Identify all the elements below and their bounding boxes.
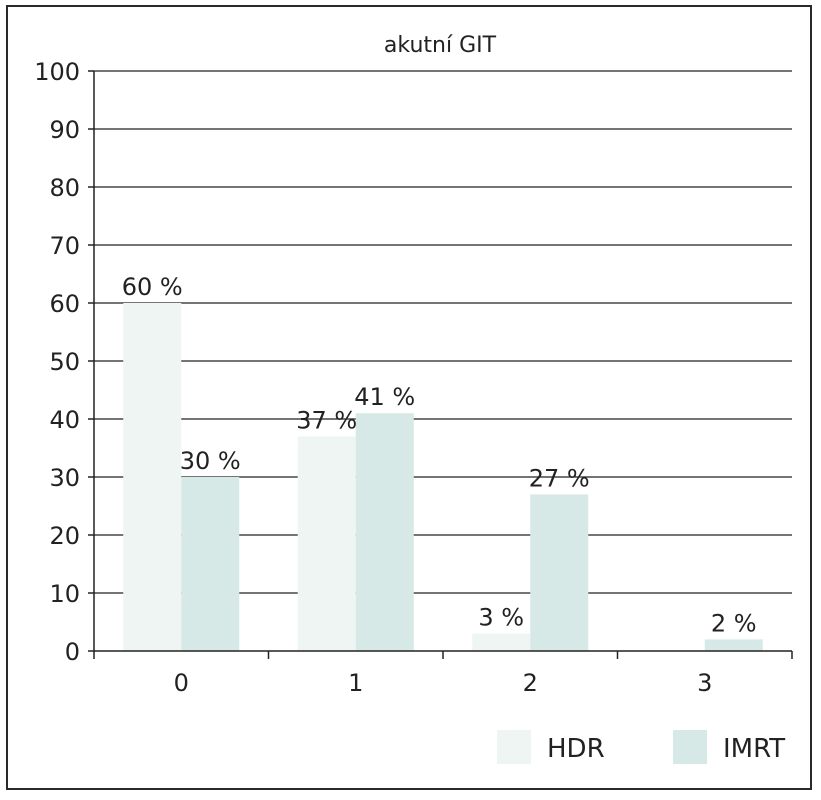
y-tick-label: 30: [49, 464, 80, 492]
y-tick-label: 60: [49, 290, 80, 318]
bar-imrt-0: [181, 477, 240, 651]
legend-label-imrt: IMRT: [723, 734, 785, 764]
y-tick-label: 80: [49, 174, 80, 202]
chart-title: akutní GIT: [384, 33, 497, 58]
bar-hdr-0: [123, 303, 182, 651]
x-tick-label: 3: [697, 669, 712, 697]
data-label: 3 %: [478, 604, 524, 632]
y-tick-label: 20: [49, 522, 80, 550]
y-tick-label: 0: [65, 638, 80, 666]
data-label: 2 %: [711, 609, 757, 637]
legend-swatch-hdr: [497, 730, 531, 764]
y-tick-label: 50: [49, 348, 80, 376]
data-label: 60 %: [122, 273, 183, 301]
x-tick-label: 1: [348, 669, 363, 697]
data-label: 37 %: [296, 406, 357, 434]
legend-swatch-imrt: [673, 730, 707, 764]
bar-imrt-2: [530, 494, 589, 651]
axes: 0 10 20 30 40 50 60 70 80 90 100 0 1 2 3: [34, 58, 793, 697]
x-tick-label: 2: [523, 669, 538, 697]
y-tick-label: 10: [49, 580, 80, 608]
data-label: 41 %: [354, 383, 415, 411]
y-tick-label: 90: [49, 116, 80, 144]
bars: [123, 303, 763, 651]
data-labels: 60 % 30 % 37 %41 % 3 % 27 % 2 %: [122, 273, 757, 637]
y-tick-label: 100: [34, 58, 80, 86]
y-tick-label: 70: [49, 232, 80, 260]
data-label: 30 %: [180, 447, 241, 475]
bar-hdr-2: [472, 633, 531, 651]
bar-hdr-1: [297, 436, 356, 651]
data-label: 27 %: [529, 464, 590, 492]
y-tick-label: 40: [49, 406, 80, 434]
legend-label-hdr: HDR: [547, 734, 605, 764]
bar-imrt-1: [355, 413, 414, 651]
bar-imrt-3: [704, 639, 763, 651]
legend: HDR IMRT: [497, 730, 785, 764]
x-tick-label: 0: [174, 669, 189, 697]
